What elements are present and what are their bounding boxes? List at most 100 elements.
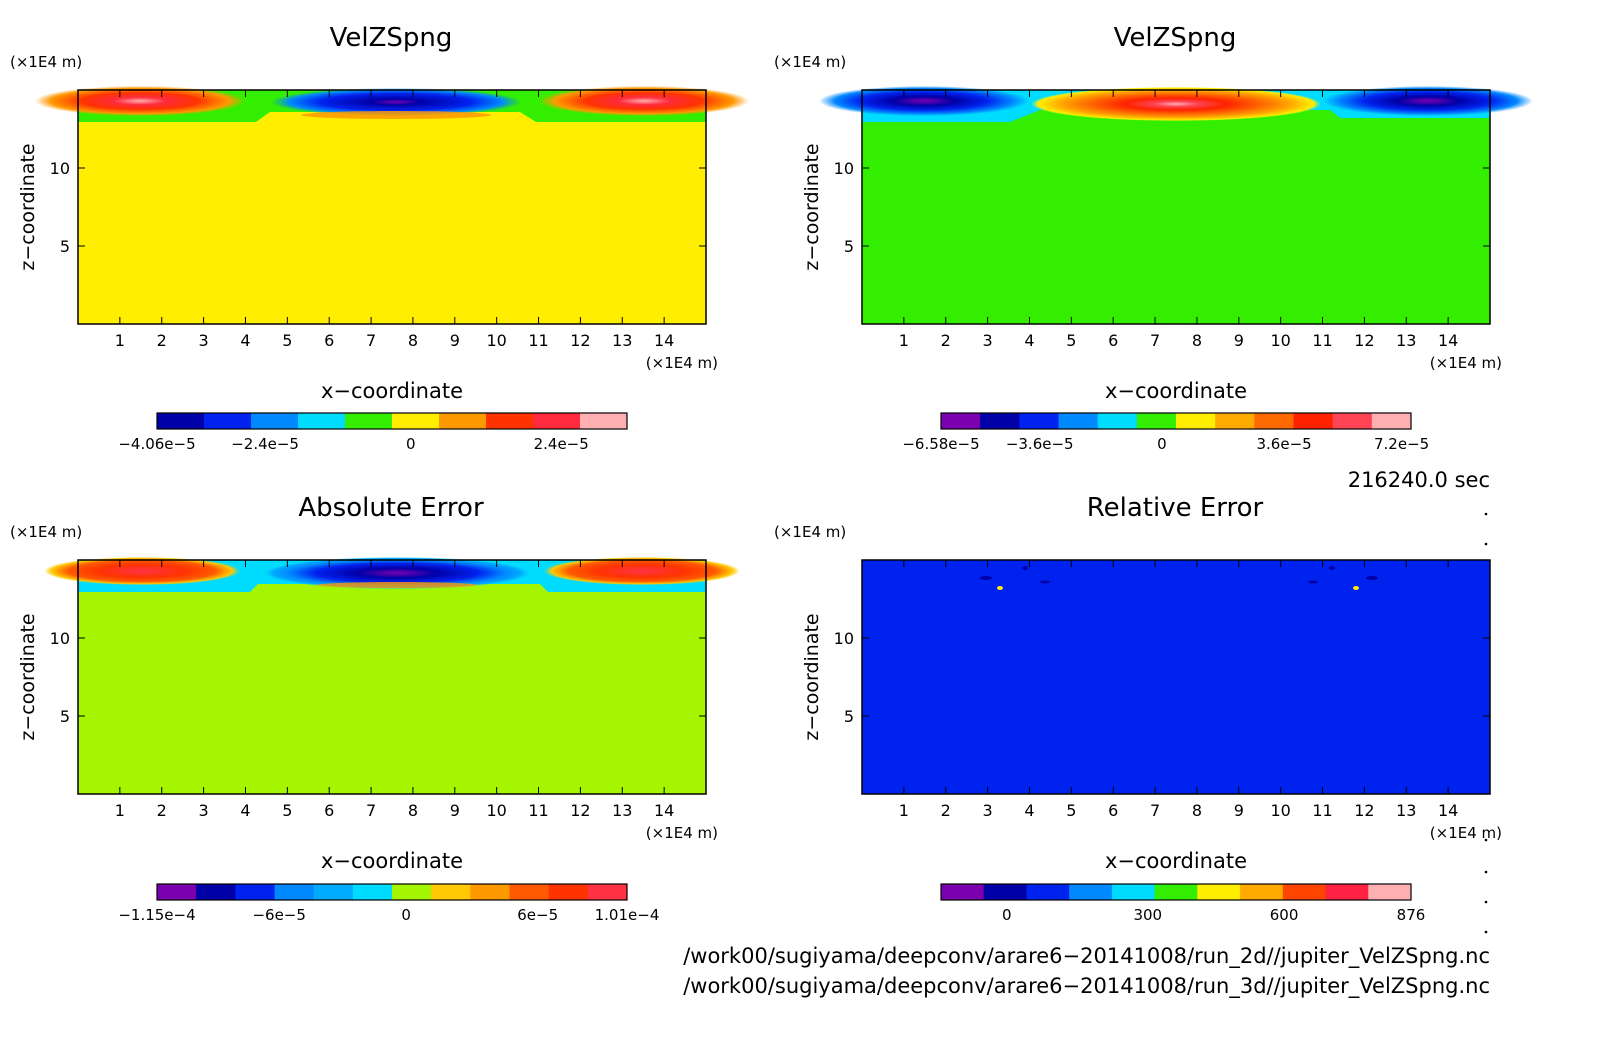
colorbar-label: 7.2e−5 <box>1374 435 1429 453</box>
colorbar-frame <box>940 883 1412 901</box>
colorbar-swatch <box>157 884 197 900</box>
x-tick-label: 12 <box>570 331 590 350</box>
colorbar-swatch <box>1058 413 1099 429</box>
y-unit-label: (×1E4 m) <box>774 523 846 541</box>
file-path-3d: /work00/sugiyama/deepconv/arare6−2014100… <box>683 974 1490 999</box>
x-axis-label: x−coordinate <box>1105 379 1247 403</box>
y-axis-label: z−coordinate <box>801 143 823 270</box>
x-tick-label: 13 <box>612 331 632 350</box>
y-unit-label: (×1E4 m) <box>774 53 846 71</box>
colorbar-swatch <box>1254 413 1294 429</box>
axis-ticks <box>78 560 706 794</box>
isolated-spots <box>980 566 1378 590</box>
axis-ticks <box>862 90 1490 324</box>
colorbar-label: 6e−5 <box>517 906 558 924</box>
x-tick-label: 13 <box>612 801 632 820</box>
colorbar: 0 300 600 876 <box>940 883 1425 924</box>
x-tick-label: 13 <box>1396 331 1416 350</box>
colorbar-swatch <box>392 413 440 429</box>
x-unit-label: (×1E4 m) <box>646 824 718 842</box>
spot <box>1353 586 1359 590</box>
x-tick-label: 10 <box>1270 801 1290 820</box>
colorbar-swatch <box>1282 884 1327 900</box>
x-tick-label: 1 <box>899 801 909 820</box>
y-tick-labels: 5 10 <box>834 159 854 256</box>
spot <box>997 586 1003 590</box>
colorbar-label: −6e−5 <box>252 906 305 924</box>
dot <box>1484 930 1488 934</box>
colorbar-swatch <box>470 884 510 900</box>
colorbar-swatch <box>439 413 487 429</box>
x-tick-label: 10 <box>486 331 506 350</box>
plot-area <box>44 557 740 795</box>
x-tick-label: 11 <box>1312 331 1332 350</box>
x-tick-label: 12 <box>570 801 590 820</box>
y-axis-label: z−coordinate <box>17 143 39 270</box>
colorbar-label: −4.06e−5 <box>118 435 195 453</box>
chart-title: VelZSpng <box>330 23 453 53</box>
x-tick-label: 5 <box>282 331 292 350</box>
colorbar-swatch <box>1019 413 1059 429</box>
x-tick-label: 10 <box>486 801 506 820</box>
x-tick-label: 11 <box>528 331 548 350</box>
colorbar-label: 0 <box>1002 906 1012 924</box>
x-tick-label: 3 <box>199 331 209 350</box>
plot-frame <box>861 89 1491 325</box>
colorbar-swatch <box>345 413 393 429</box>
colorbar-label: 300 <box>1133 906 1162 924</box>
colorbar-swatch <box>196 884 236 900</box>
x-tick-label: 8 <box>1192 801 1202 820</box>
panel-velzspng-2d: VelZSpng (×1E4 m) 1 2 3 4 5 6 7 8 9 10 11 12 13 14 51… <box>10 23 749 453</box>
x-tick-label: 14 <box>654 331 674 350</box>
colorbar-frame <box>156 883 628 901</box>
colorbar-label: −2.4e−5 <box>231 435 299 453</box>
negative-core-center <box>271 88 521 116</box>
colorbar-swatch <box>431 884 471 900</box>
colorbar-swatch <box>352 884 393 900</box>
y-tick-label: 5 <box>844 707 854 726</box>
x-axis-label: x−coordinate <box>321 379 463 403</box>
x-tick-label: 6 <box>324 331 334 350</box>
x-tick-label: 2 <box>941 801 951 820</box>
axis-ticks <box>78 90 706 324</box>
x-tick-label: 14 <box>1438 331 1458 350</box>
field-background <box>78 560 706 794</box>
x-tick-label: 4 <box>1024 331 1034 350</box>
file-path-2d: /work00/sugiyama/deepconv/arare6−2014100… <box>683 944 1490 969</box>
colorbar-swatch <box>580 413 628 429</box>
colorbar-swatch <box>157 413 205 429</box>
x-axis-label: x−coordinate <box>1105 849 1247 873</box>
colorbar-label: 3.6e−5 <box>1256 435 1311 453</box>
colorbar-label: 0 <box>1157 435 1167 453</box>
panel-absolute-error: Absolute Error (×1E4 m) 1 2 3 4 5 6 7 8 9 10 11 12 1… <box>10 493 740 924</box>
panel-relative-error: Relative Error (×1E4 m) 1 2 3 4 5 6 7 8 9 10 11 12 1… <box>774 493 1502 924</box>
colorbar: −1.15e−4 −6e−5 0 6e−5 1.01e−4 <box>118 883 659 924</box>
colorbar-swatch <box>313 884 354 900</box>
x-unit-label: (×1E4 m) <box>1430 354 1502 372</box>
x-tick-labels: 1 2 3 4 5 6 7 8 9 10 11 12 13 14 <box>115 801 675 820</box>
colorbar-frame <box>940 412 1412 430</box>
positive-core-center <box>1031 87 1321 121</box>
y-axis-label: z−coordinate <box>801 613 823 740</box>
x-tick-label: 3 <box>983 331 993 350</box>
x-tick-label: 11 <box>1312 801 1332 820</box>
colorbar-swatch <box>486 413 534 429</box>
x-tick-label: 6 <box>1108 801 1118 820</box>
x-tick-labels: 1 2 3 4 5 6 7 8 9 10 11 12 13 14 <box>899 801 1459 820</box>
plot-area <box>861 559 1491 795</box>
spot <box>1040 580 1050 584</box>
x-tick-label: 7 <box>366 801 376 820</box>
colorbar-swatch <box>980 413 1020 429</box>
x-tick-label: 2 <box>941 331 951 350</box>
colorbar-swatch <box>392 884 432 900</box>
x-tick-label: 8 <box>408 331 418 350</box>
colorbar-swatch <box>1197 884 1241 900</box>
colorbar-swatch <box>298 413 346 429</box>
y-tick-label: 10 <box>834 629 854 648</box>
colorbar-swatch <box>1154 884 1198 900</box>
y-tick-label: 10 <box>50 629 70 648</box>
colorbar-swatch <box>1368 884 1412 900</box>
colorbar-swatch <box>1332 413 1373 429</box>
dot <box>1484 542 1488 546</box>
positive-rim-center <box>317 582 477 588</box>
